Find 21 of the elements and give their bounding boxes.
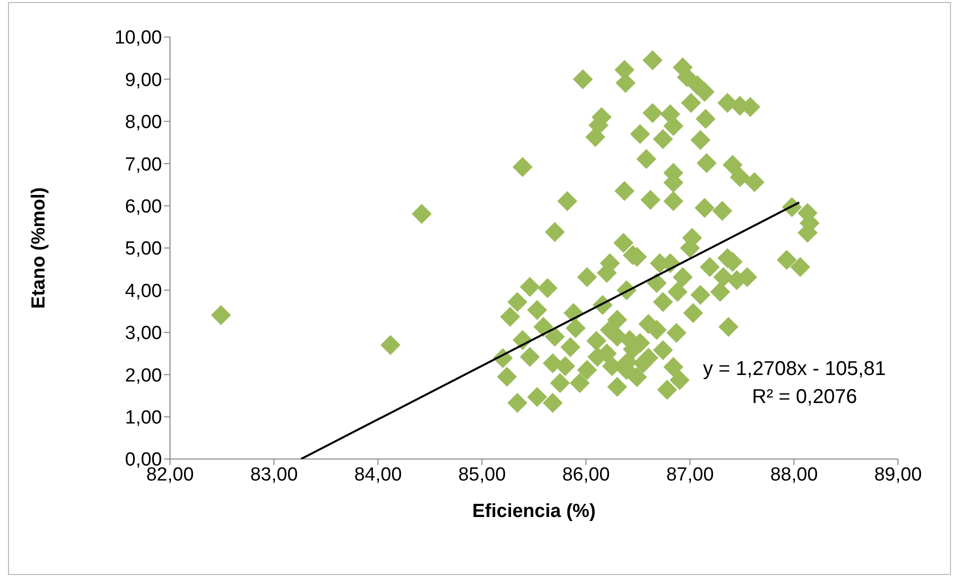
y-tick-label: 2,00 (125, 365, 162, 386)
x-tick-label: 83,00 (250, 464, 298, 486)
y-tick-label: 8,00 (125, 112, 162, 134)
x-tick-label: 88,00 (770, 464, 818, 486)
y-tick-label: 6,00 (125, 196, 162, 218)
y-tick-label: 7,00 (125, 154, 162, 176)
x-tick-label: 86,00 (562, 464, 610, 486)
y-tick-label: 10,00 (114, 28, 162, 49)
y-tick-label: 9,00 (125, 70, 162, 91)
y-tick-label: 3,00 (125, 323, 162, 344)
x-tick-label: 87,00 (666, 464, 714, 486)
x-tick-label: 85,00 (458, 464, 506, 486)
x-tick-label: 84,00 (354, 464, 402, 486)
annotation: R² = 0,2076 (752, 386, 858, 409)
y-tick-label: 4,00 (125, 280, 162, 302)
y-tick-label: 1,00 (125, 408, 162, 429)
x-tick-label: 89,00 (874, 464, 922, 486)
x-axis-title: Eficiencia (%) (472, 501, 596, 522)
annotation: y = 1,2708x - 105,81 (703, 358, 886, 381)
y-tick-label: 5,00 (125, 238, 162, 260)
y-axis-title: Etano (%mol) (28, 187, 50, 309)
